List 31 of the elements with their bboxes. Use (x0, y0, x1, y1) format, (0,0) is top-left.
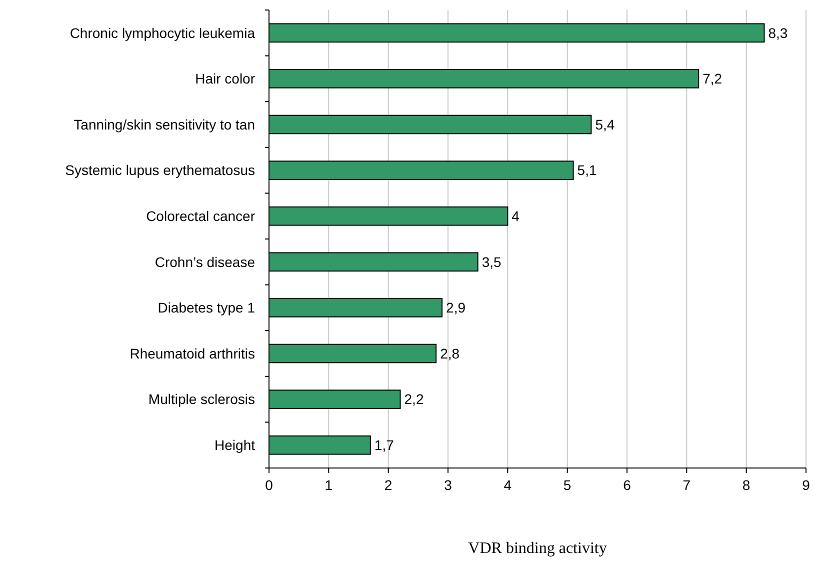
y-tick-label: Colorectal cancer (146, 208, 256, 224)
data-label: 1,7 (374, 437, 394, 453)
data-label: 8,3 (768, 24, 788, 41)
x-tick-label: 6 (623, 477, 632, 493)
x-tick-label: 5 (563, 477, 572, 493)
y-tick-label: Height (214, 437, 256, 453)
data-label: 3,5 (482, 254, 502, 270)
x-tick-label: 3 (444, 477, 452, 493)
data-label: 4 (512, 208, 520, 224)
data-label: 2,2 (404, 391, 424, 408)
x-tick-label: 0 (265, 477, 274, 493)
x-tick-label: 4 (504, 477, 512, 493)
y-tick-label: Crohn’s disease (154, 254, 256, 270)
x-axis-title: VDR binding activity (468, 540, 607, 557)
y-tick-label: Tanning/skin sensitivity to tan (74, 116, 255, 132)
y-tick-label: Hair color (195, 70, 256, 87)
data-label: 2,8 (440, 345, 460, 362)
x-tick-label: 1 (324, 477, 333, 493)
x-tick-label: 9 (802, 477, 810, 493)
x-tick-label: 2 (384, 477, 392, 493)
x-tick-label: 7 (682, 477, 691, 493)
y-tick-label: Diabetes type 1 (158, 300, 256, 316)
y-tick-label: Systemic lupus erythematosus (65, 162, 255, 178)
data-label: 7,2 (702, 70, 722, 87)
data-label: 5,1 (577, 162, 597, 178)
data-label: 2,9 (446, 300, 466, 316)
data-label: 5,4 (595, 116, 615, 132)
y-tick-label: Rheumatoid arthritis (130, 345, 255, 362)
y-tick-label: Chronic lymphocytic leukemia (70, 24, 256, 41)
y-tick-label: Multiple sclerosis (148, 391, 255, 408)
x-tick-label: 8 (742, 477, 750, 493)
